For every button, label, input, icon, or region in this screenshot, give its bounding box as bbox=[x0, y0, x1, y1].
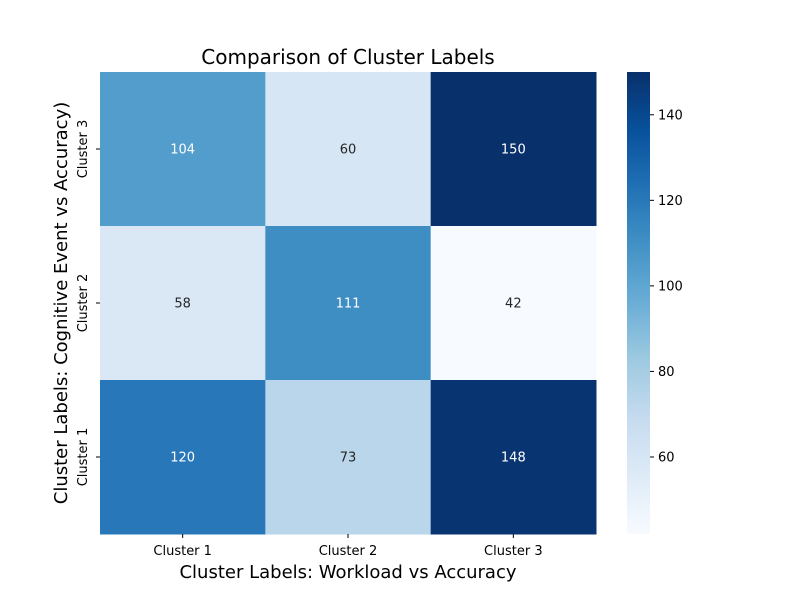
colorbar-tick-label: 120 bbox=[658, 194, 683, 209]
y-tick-label: Cluster 3 bbox=[76, 120, 91, 179]
heatmap-cell bbox=[265, 226, 432, 381]
colorbar-tick-label: 80 bbox=[658, 365, 675, 380]
colorbar-tick-label: 60 bbox=[658, 451, 675, 466]
cell-value-label: 104 bbox=[170, 143, 195, 158]
cell-value-label: 73 bbox=[340, 451, 357, 466]
x-tick-label: Cluster 1 bbox=[153, 544, 212, 559]
heatmap-cell bbox=[265, 380, 432, 535]
cell-labels: 104 60 150 58 111 42 120 73 148 bbox=[170, 143, 525, 466]
cell-value-label: 120 bbox=[170, 451, 195, 466]
colorbar bbox=[627, 72, 650, 534]
y-tick-label: Cluster 1 bbox=[76, 428, 91, 487]
heatmap-cell bbox=[430, 226, 597, 381]
colorbar-ticks: 60 80 100 120 140 bbox=[650, 108, 683, 466]
chart-title: Comparison of Cluster Labels bbox=[201, 45, 494, 69]
y-axis: Cluster 3 Cluster 2 Cluster 1 bbox=[76, 120, 100, 487]
heatmap-cell bbox=[430, 72, 597, 227]
colorbar-tick-label: 140 bbox=[658, 108, 683, 123]
x-tick-label: Cluster 3 bbox=[484, 544, 543, 559]
heatmap-cells bbox=[100, 72, 597, 535]
y-tick-label: Cluster 2 bbox=[76, 274, 91, 333]
x-axis-label: Cluster Labels: Workload vs Accuracy bbox=[179, 562, 516, 583]
heatmap-cell bbox=[100, 380, 266, 535]
cell-value-label: 150 bbox=[501, 143, 526, 158]
heatmap-cell bbox=[430, 380, 597, 535]
y-axis-label: Cluster Labels: Cognitive Event vs Accur… bbox=[51, 102, 72, 505]
x-axis: Cluster 1 Cluster 2 Cluster 3 bbox=[153, 534, 543, 559]
cell-value-label: 111 bbox=[336, 297, 361, 312]
x-tick-label: Cluster 2 bbox=[319, 544, 378, 559]
cell-value-label: 148 bbox=[501, 451, 526, 466]
cell-value-label: 60 bbox=[340, 143, 357, 158]
heatmap-cell bbox=[100, 72, 266, 227]
heatmap-cell bbox=[265, 72, 432, 227]
cell-value-label: 58 bbox=[174, 297, 191, 312]
cell-value-label: 42 bbox=[505, 297, 522, 312]
heatmap-cell bbox=[100, 226, 266, 381]
colorbar-tick-label: 100 bbox=[658, 279, 683, 294]
